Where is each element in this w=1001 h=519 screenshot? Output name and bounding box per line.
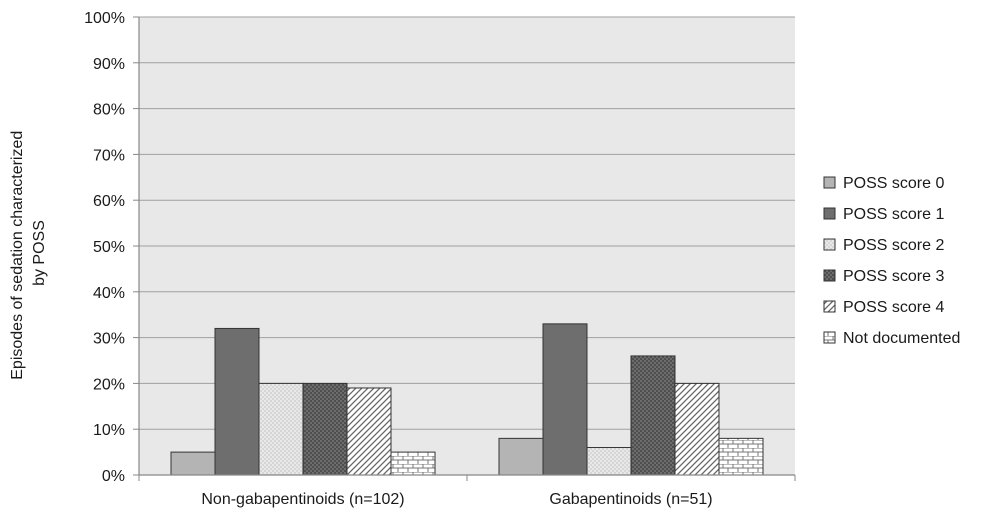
y-tick-label: 20% — [93, 376, 125, 393]
legend-label: POSS score 3 — [843, 268, 944, 285]
x-tick-label: Gabapentinoids (n=51) — [549, 491, 712, 508]
y-tick-label: 40% — [93, 285, 125, 302]
y-tick-labels: 0% 10% 20% 30% 40% 50% 60% 70% 80% 90% 100% — [84, 10, 125, 485]
y-axis-title: Episodes of sedation characterized by PO… — [9, 126, 48, 380]
bar — [498, 437, 544, 476]
y-tick-label: 30% — [93, 331, 125, 348]
x-tick-label: Non-gabapentinoids (n=102) — [201, 491, 404, 508]
bar — [214, 327, 260, 476]
gridlines — [133, 16, 795, 476]
legend-swatch — [823, 300, 836, 313]
legend-label: POSS score 2 — [843, 237, 944, 254]
legend-swatch — [823, 331, 836, 344]
legend-label: POSS score 0 — [843, 175, 944, 192]
y-tick-label: 10% — [93, 422, 125, 439]
bar — [630, 355, 676, 476]
y-tick-label: 50% — [93, 239, 125, 256]
bar — [390, 451, 436, 476]
y-tick-label: 100% — [84, 10, 125, 27]
bar — [258, 382, 304, 476]
legend-label: POSS score 1 — [843, 206, 944, 223]
legend-swatch — [823, 238, 836, 251]
legend-swatch — [823, 176, 836, 189]
y-axis-title-line-1: Episodes of sedation characterized — [9, 131, 26, 380]
y-tick-label: 60% — [93, 193, 125, 210]
bar — [586, 447, 632, 476]
legend-swatch — [823, 207, 836, 220]
y-tick-label: 90% — [93, 56, 125, 73]
bar — [674, 382, 720, 476]
legend: POSS score 0 POSS score 1 POSS score 2 POSS… — [823, 175, 960, 347]
x-tick-labels: Non-gabapentinoids (n=102) Gabapentinoids… — [138, 475, 796, 508]
bar — [542, 323, 588, 476]
legend-label: POSS score 4 — [843, 299, 944, 316]
legend-swatch — [823, 269, 836, 282]
y-axis-title-line-2: by POSS — [31, 220, 48, 286]
bars — [170, 323, 764, 476]
bar — [346, 387, 392, 476]
legend-label: Not documented — [843, 330, 960, 347]
y-tick-label: 0% — [102, 468, 125, 485]
bar — [718, 437, 764, 476]
bar — [170, 451, 216, 476]
y-tick-label: 80% — [93, 102, 125, 119]
bar — [302, 382, 348, 476]
y-tick-label: 70% — [93, 147, 125, 164]
